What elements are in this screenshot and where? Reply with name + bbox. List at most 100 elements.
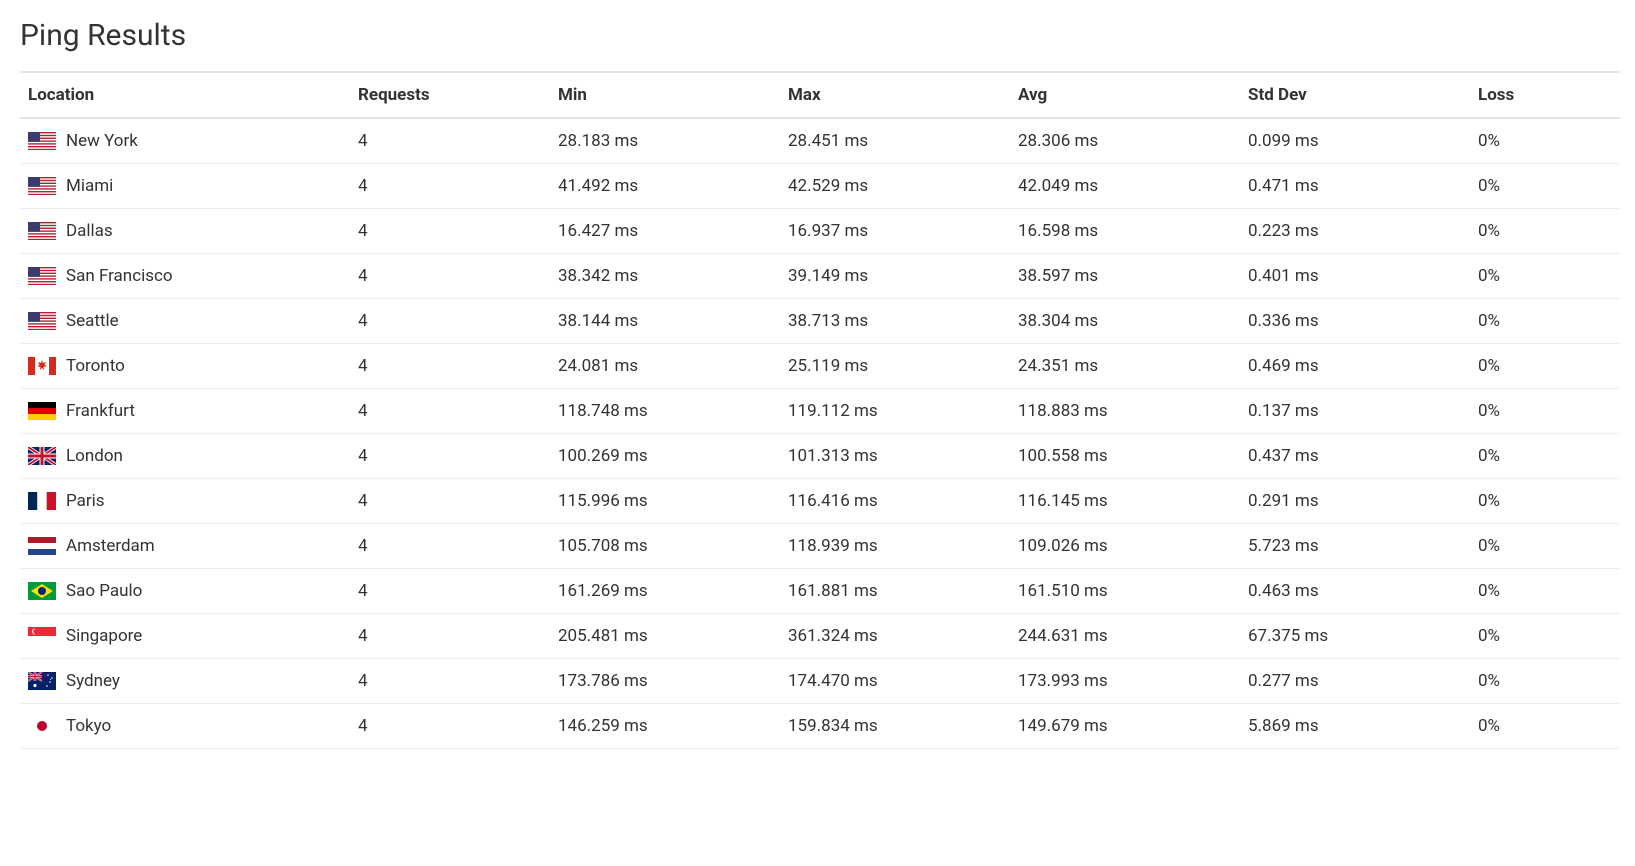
- cell-loss: 0%: [1470, 524, 1620, 569]
- col-header-max[interactable]: Max: [780, 72, 1010, 118]
- cell-max: 42.529 ms: [780, 164, 1010, 209]
- cell-requests: 4: [350, 479, 550, 524]
- table-row: Miami441.492 ms42.529 ms42.049 ms0.471 m…: [20, 164, 1620, 209]
- col-header-loss[interactable]: Loss: [1470, 72, 1620, 118]
- cell-requests: 4: [350, 299, 550, 344]
- cell-location: Sao Paulo: [20, 569, 350, 614]
- cell-loss: 0%: [1470, 164, 1620, 209]
- cell-max: 118.939 ms: [780, 524, 1010, 569]
- location-label: Sydney: [66, 671, 120, 691]
- col-header-requests[interactable]: Requests: [350, 72, 550, 118]
- cell-stddev: 67.375 ms: [1240, 614, 1470, 659]
- table-row: Dallas416.427 ms16.937 ms16.598 ms0.223 …: [20, 209, 1620, 254]
- cell-loss: 0%: [1470, 614, 1620, 659]
- cell-min: 161.269 ms: [550, 569, 780, 614]
- table-header-row: Location Requests Min Max Avg Std Dev Lo…: [20, 72, 1620, 118]
- cell-loss: 0%: [1470, 254, 1620, 299]
- cell-stddev: 0.291 ms: [1240, 479, 1470, 524]
- cell-requests: 4: [350, 164, 550, 209]
- col-header-location[interactable]: Location: [20, 72, 350, 118]
- flag-au-icon: [28, 672, 56, 690]
- cell-min: 41.492 ms: [550, 164, 780, 209]
- location-label: New York: [66, 131, 138, 151]
- cell-avg: 109.026 ms: [1010, 524, 1240, 569]
- table-row: San Francisco438.342 ms39.149 ms38.597 m…: [20, 254, 1620, 299]
- cell-min: 100.269 ms: [550, 434, 780, 479]
- table-row: Paris4115.996 ms116.416 ms116.145 ms0.29…: [20, 479, 1620, 524]
- table-row: New York428.183 ms28.451 ms28.306 ms0.09…: [20, 118, 1620, 164]
- cell-avg: 38.304 ms: [1010, 299, 1240, 344]
- cell-requests: 4: [350, 524, 550, 569]
- flag-fr-icon: [28, 492, 56, 510]
- flag-us-icon: [28, 312, 56, 330]
- col-header-stddev[interactable]: Std Dev: [1240, 72, 1470, 118]
- flag-sg-icon: [28, 627, 56, 645]
- cell-avg: 24.351 ms: [1010, 344, 1240, 389]
- cell-stddev: 0.223 ms: [1240, 209, 1470, 254]
- cell-requests: 4: [350, 659, 550, 704]
- cell-location: Singapore: [20, 614, 350, 659]
- cell-requests: 4: [350, 389, 550, 434]
- cell-loss: 0%: [1470, 118, 1620, 164]
- cell-location: New York: [20, 118, 350, 164]
- cell-max: 159.834 ms: [780, 704, 1010, 749]
- cell-avg: 116.145 ms: [1010, 479, 1240, 524]
- cell-avg: 149.679 ms: [1010, 704, 1240, 749]
- cell-requests: 4: [350, 118, 550, 164]
- cell-avg: 244.631 ms: [1010, 614, 1240, 659]
- cell-location: Sydney: [20, 659, 350, 704]
- cell-max: 174.470 ms: [780, 659, 1010, 704]
- flag-gb-icon: [28, 447, 56, 465]
- table-row: Sydney4173.786 ms174.470 ms173.993 ms0.2…: [20, 659, 1620, 704]
- cell-stddev: 0.137 ms: [1240, 389, 1470, 434]
- cell-requests: 4: [350, 569, 550, 614]
- cell-max: 16.937 ms: [780, 209, 1010, 254]
- cell-min: 173.786 ms: [550, 659, 780, 704]
- cell-stddev: 0.336 ms: [1240, 299, 1470, 344]
- table-row: Toronto424.081 ms25.119 ms24.351 ms0.469…: [20, 344, 1620, 389]
- table-row: Frankfurt4118.748 ms119.112 ms118.883 ms…: [20, 389, 1620, 434]
- location-label: Miami: [66, 176, 113, 196]
- cell-max: 39.149 ms: [780, 254, 1010, 299]
- cell-stddev: 0.437 ms: [1240, 434, 1470, 479]
- cell-location: Seattle: [20, 299, 350, 344]
- cell-loss: 0%: [1470, 299, 1620, 344]
- cell-location: Amsterdam: [20, 524, 350, 569]
- cell-location: Paris: [20, 479, 350, 524]
- cell-requests: 4: [350, 434, 550, 479]
- cell-avg: 118.883 ms: [1010, 389, 1240, 434]
- cell-min: 205.481 ms: [550, 614, 780, 659]
- cell-avg: 100.558 ms: [1010, 434, 1240, 479]
- col-header-min[interactable]: Min: [550, 72, 780, 118]
- location-label: Amsterdam: [66, 536, 155, 556]
- cell-requests: 4: [350, 254, 550, 299]
- cell-min: 16.427 ms: [550, 209, 780, 254]
- flag-us-icon: [28, 267, 56, 285]
- cell-stddev: 0.469 ms: [1240, 344, 1470, 389]
- cell-loss: 0%: [1470, 569, 1620, 614]
- cell-max: 161.881 ms: [780, 569, 1010, 614]
- flag-ca-icon: [28, 357, 56, 375]
- cell-min: 38.144 ms: [550, 299, 780, 344]
- cell-loss: 0%: [1470, 209, 1620, 254]
- location-label: London: [66, 446, 123, 466]
- cell-location: Toronto: [20, 344, 350, 389]
- location-label: Paris: [66, 491, 105, 511]
- cell-requests: 4: [350, 344, 550, 389]
- cell-stddev: 0.401 ms: [1240, 254, 1470, 299]
- cell-avg: 16.598 ms: [1010, 209, 1240, 254]
- cell-requests: 4: [350, 614, 550, 659]
- cell-loss: 0%: [1470, 389, 1620, 434]
- cell-min: 24.081 ms: [550, 344, 780, 389]
- cell-min: 28.183 ms: [550, 118, 780, 164]
- cell-avg: 28.306 ms: [1010, 118, 1240, 164]
- cell-location: Miami: [20, 164, 350, 209]
- cell-min: 118.748 ms: [550, 389, 780, 434]
- cell-max: 361.324 ms: [780, 614, 1010, 659]
- table-row: Tokyo4146.259 ms159.834 ms149.679 ms5.86…: [20, 704, 1620, 749]
- col-header-avg[interactable]: Avg: [1010, 72, 1240, 118]
- location-label: Toronto: [66, 356, 125, 376]
- cell-max: 28.451 ms: [780, 118, 1010, 164]
- flag-de-icon: [28, 402, 56, 420]
- ping-results-table: Location Requests Min Max Avg Std Dev Lo…: [20, 71, 1620, 749]
